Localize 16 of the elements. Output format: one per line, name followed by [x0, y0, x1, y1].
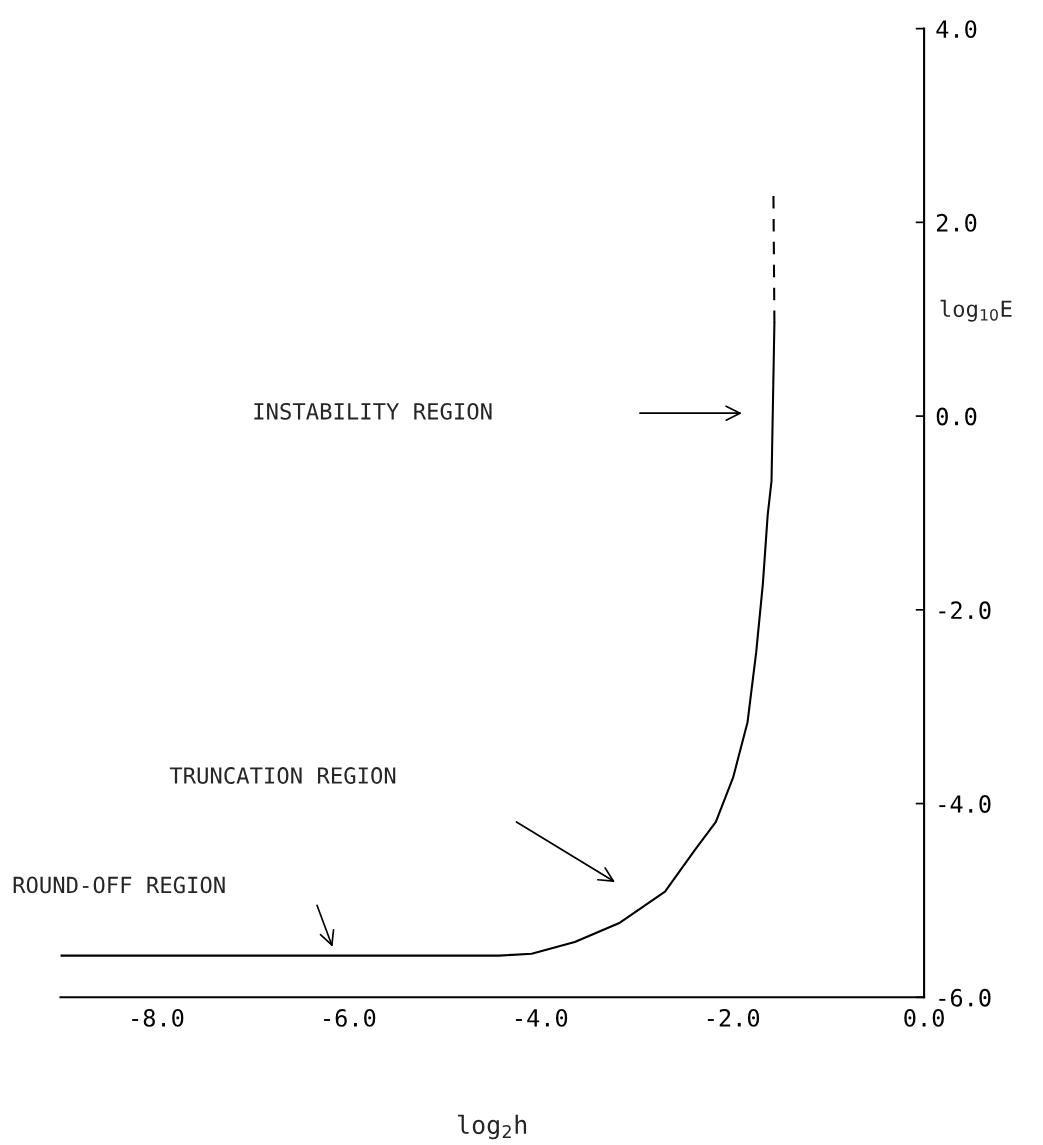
y-tick-label: -4.0: [939, 795, 991, 813]
annotation: INSTABILITY REGION: [254, 402, 492, 420]
x-tick-label: -6.0: [324, 1008, 376, 1027]
y-tick-label: 4.0: [936, 20, 977, 38]
y-tick-label: -2.0: [939, 601, 991, 620]
y-tick-label: 2.0: [936, 213, 977, 232]
x-tick-label: 0.0: [904, 1008, 944, 1027]
y-tick-label: -6.0: [939, 988, 991, 1007]
y-axis-title: log$_{10}$E: [940, 299, 1012, 322]
x-axis-title: log$_{2}$h: [458, 1114, 527, 1140]
x-tick-label: -4.0: [515, 1008, 568, 1027]
y-tick-label: 0.0: [936, 407, 977, 426]
annotation: ROUND-OFF REGION: [13, 876, 225, 894]
x-tick-label: -8.0: [132, 1008, 184, 1027]
annotation: TRUNCATION REGION: [169, 767, 396, 784]
x-tick-label: -2.0: [707, 1008, 760, 1027]
